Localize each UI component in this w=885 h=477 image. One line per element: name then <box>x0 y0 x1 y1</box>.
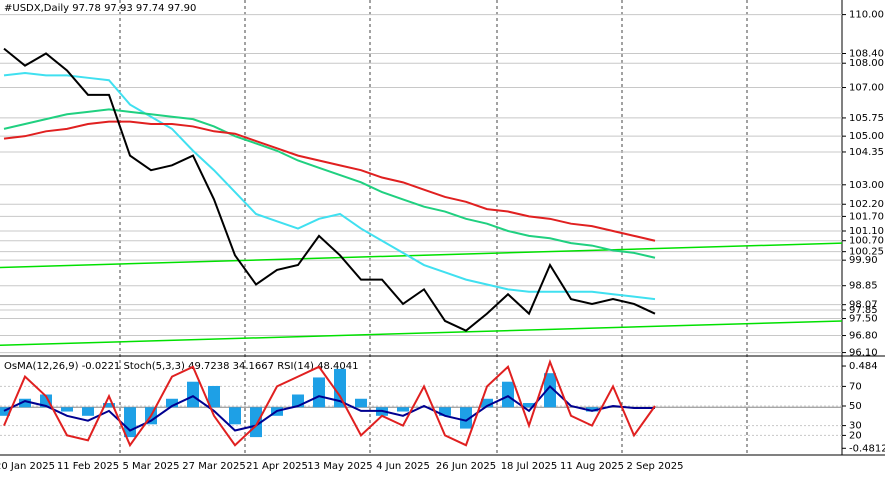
x-tick-label: 21 Apr 2025 <box>246 461 308 472</box>
y-tick-label: 101.10 <box>849 226 884 237</box>
bar <box>586 407 598 412</box>
y-tick-label: 107.00 <box>849 83 884 94</box>
bar <box>397 407 409 412</box>
y-tick-label: 20 <box>849 430 862 441</box>
y-tick-label: 105.00 <box>849 131 884 142</box>
bar <box>103 403 115 408</box>
indicator-title: OsMA(12,26,9) -0.0221 Stoch(5,3,3) 49.72… <box>4 361 359 372</box>
y-tick-label: 70 <box>849 381 862 392</box>
y-tick-label: 102.20 <box>849 199 884 210</box>
bar <box>481 398 493 408</box>
y-tick-label: 50 <box>849 401 862 412</box>
bar <box>460 407 472 429</box>
bar <box>40 394 52 408</box>
x-tick-label: 2 Sep 2025 <box>626 461 683 472</box>
y-tick-label: 100.70 <box>849 236 884 247</box>
bar <box>502 381 514 408</box>
y-tick-label: 101.70 <box>849 211 884 222</box>
y-tick-label: -0.4812 <box>849 443 885 454</box>
series-line <box>3 384 655 432</box>
y-tick-label: 100.25 <box>849 247 884 258</box>
y-tick-label: 104.35 <box>849 147 884 158</box>
y-tick-label: 103.00 <box>849 180 884 191</box>
y-tick-label: 99.90 <box>849 255 878 266</box>
trend-line <box>0 320 843 347</box>
x-tick-label: 26 Jun 2025 <box>436 461 496 472</box>
y-tick-label: 98.07 <box>849 300 878 311</box>
trend-line <box>0 242 843 269</box>
y-tick-label: 108.00 <box>849 58 884 69</box>
y-tick-label: 108.40 <box>849 48 884 59</box>
bar <box>166 398 178 408</box>
bar <box>187 381 199 408</box>
y-tick-label: 105.75 <box>849 113 884 124</box>
bar <box>19 398 31 408</box>
bar <box>229 407 241 425</box>
bar <box>61 407 73 412</box>
time-grid <box>119 0 748 455</box>
bar <box>0 407 10 416</box>
x-tick-label: 27 Mar 2025 <box>182 461 245 472</box>
bar <box>313 377 325 408</box>
bar <box>124 407 136 438</box>
y-tick-label: 97.85 <box>849 305 878 316</box>
bar <box>544 373 556 408</box>
y-tick-label: 96.80 <box>849 331 878 342</box>
bar <box>334 368 346 408</box>
bar <box>439 407 451 416</box>
y-tick-label: 0.484 <box>849 361 878 372</box>
x-tick-label: 4 Jun 2025 <box>376 461 430 472</box>
y-tick-label: 96.10 <box>849 348 878 359</box>
series-line <box>3 120 656 242</box>
bar <box>82 407 94 416</box>
series-line <box>3 71 656 301</box>
series-line <box>3 358 656 448</box>
y-tick-label: 97.50 <box>849 314 878 325</box>
x-tick-label: 11 Feb 2025 <box>57 461 119 472</box>
x-tick-label: 5 Mar 2025 <box>122 461 179 472</box>
bar <box>523 403 535 408</box>
x-tick-label: 18 Jul 2025 <box>501 461 558 472</box>
x-tick-label: 13 May 2025 <box>307 461 372 472</box>
y-tick-label: 30 <box>849 421 862 432</box>
series-line <box>3 47 656 332</box>
series-line <box>3 108 656 259</box>
chart-title: #USDX,Daily 97.78 97.93 97.74 97.90 <box>4 3 196 14</box>
y-tick-label: 110.00 <box>849 10 884 21</box>
x-tick-label: 20 Jan 2025 <box>0 461 55 472</box>
bar <box>208 385 220 408</box>
y-tick-label: 98.85 <box>849 281 878 292</box>
x-tick-label: 11 Aug 2025 <box>560 461 624 472</box>
bar <box>355 398 367 408</box>
